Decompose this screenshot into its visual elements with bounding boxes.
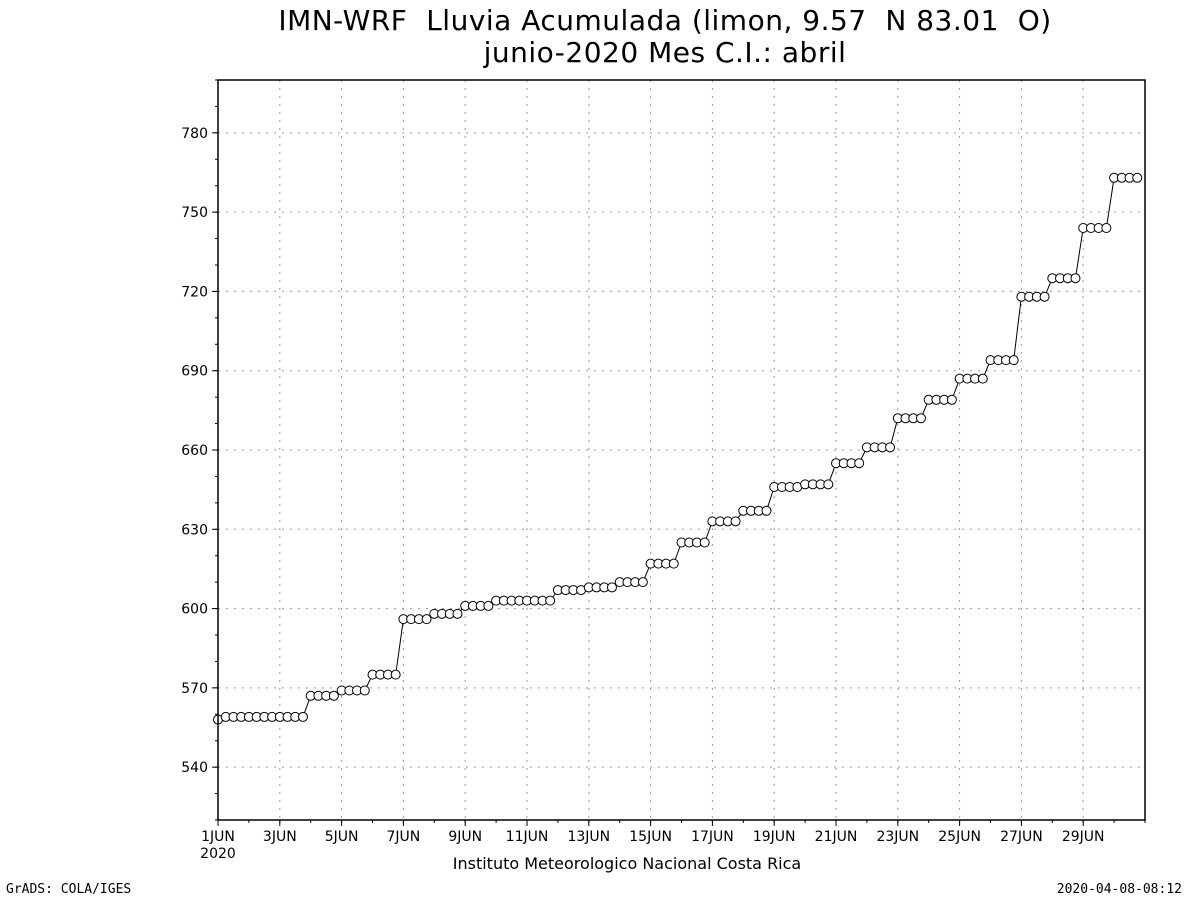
x-tick-label: 19JUN xyxy=(753,829,796,845)
data-point xyxy=(421,614,432,625)
x-tick-label: 23JUN xyxy=(876,829,919,845)
x-tick-label: 7JUN xyxy=(387,829,421,845)
x-tick-label: 11JUN xyxy=(506,829,549,845)
data-point xyxy=(637,577,648,588)
x-tick-label: 9JUN xyxy=(448,829,482,845)
data-point xyxy=(668,558,679,569)
x-tick-label: 5JUN xyxy=(325,829,359,845)
series-line xyxy=(217,177,1138,721)
data-point xyxy=(977,373,988,384)
y-tick-label: 600 xyxy=(181,602,208,618)
series-line-layer xyxy=(217,177,1138,721)
data-point xyxy=(1039,291,1050,302)
x-tick-label: 21JUN xyxy=(815,829,858,845)
data-point xyxy=(823,479,834,490)
data-point-layer xyxy=(213,172,1143,725)
x-tick-label: 29JUN xyxy=(1062,829,1105,845)
data-point xyxy=(390,669,401,680)
chart-title-line2: junio-2020 Mes C.I.: abril xyxy=(483,36,847,69)
data-point xyxy=(854,458,865,469)
x-tick-label: 3JUN xyxy=(263,829,297,845)
render-timestamp: 2020-04-08-08:12 xyxy=(1056,882,1182,897)
data-point xyxy=(730,516,741,527)
data-point xyxy=(1132,172,1143,183)
x-tick-label: 1JUN xyxy=(201,829,235,845)
data-point xyxy=(328,690,339,701)
data-point xyxy=(1008,355,1019,366)
plot-frame xyxy=(217,79,1146,821)
data-point xyxy=(606,582,617,593)
data-point xyxy=(1101,223,1112,233)
data-point xyxy=(297,711,308,722)
x-tick-label: 25JUN xyxy=(938,829,981,845)
software-credit: GrADS: COLA/IGES xyxy=(6,882,132,897)
data-point xyxy=(483,600,494,611)
data-point xyxy=(915,413,926,424)
y-tick-label: 660 xyxy=(181,443,208,459)
data-point xyxy=(946,394,957,405)
data-point xyxy=(1070,273,1081,284)
y-tick-label: 780 xyxy=(181,126,208,142)
y-tick-label: 630 xyxy=(181,522,208,538)
y-tick-label: 540 xyxy=(181,760,208,776)
y-tick-label: 750 xyxy=(181,205,208,221)
data-point xyxy=(885,442,896,453)
x-tick-label: 15JUN xyxy=(629,829,672,845)
data-point xyxy=(359,685,370,696)
x-tick-sublabel: 2020 xyxy=(200,846,236,862)
data-point xyxy=(452,608,463,619)
x-tick-label: 13JUN xyxy=(567,829,610,845)
grid-layer xyxy=(218,80,1145,820)
credit-text: Instituto Meteorologico Nacional Costa R… xyxy=(452,854,802,873)
y-tick-label: 720 xyxy=(181,284,208,300)
data-point xyxy=(699,537,710,548)
x-tick-label: 17JUN xyxy=(691,829,734,845)
x-tick-label: 27JUN xyxy=(1000,829,1043,845)
data-point xyxy=(761,505,772,516)
chart-title-line1: IMN-WRF Lluvia Acumulada (limon, 9.57 N … xyxy=(278,4,1052,37)
y-tick-label: 690 xyxy=(181,364,208,380)
y-tick-label: 570 xyxy=(181,681,208,697)
data-point xyxy=(545,595,556,606)
